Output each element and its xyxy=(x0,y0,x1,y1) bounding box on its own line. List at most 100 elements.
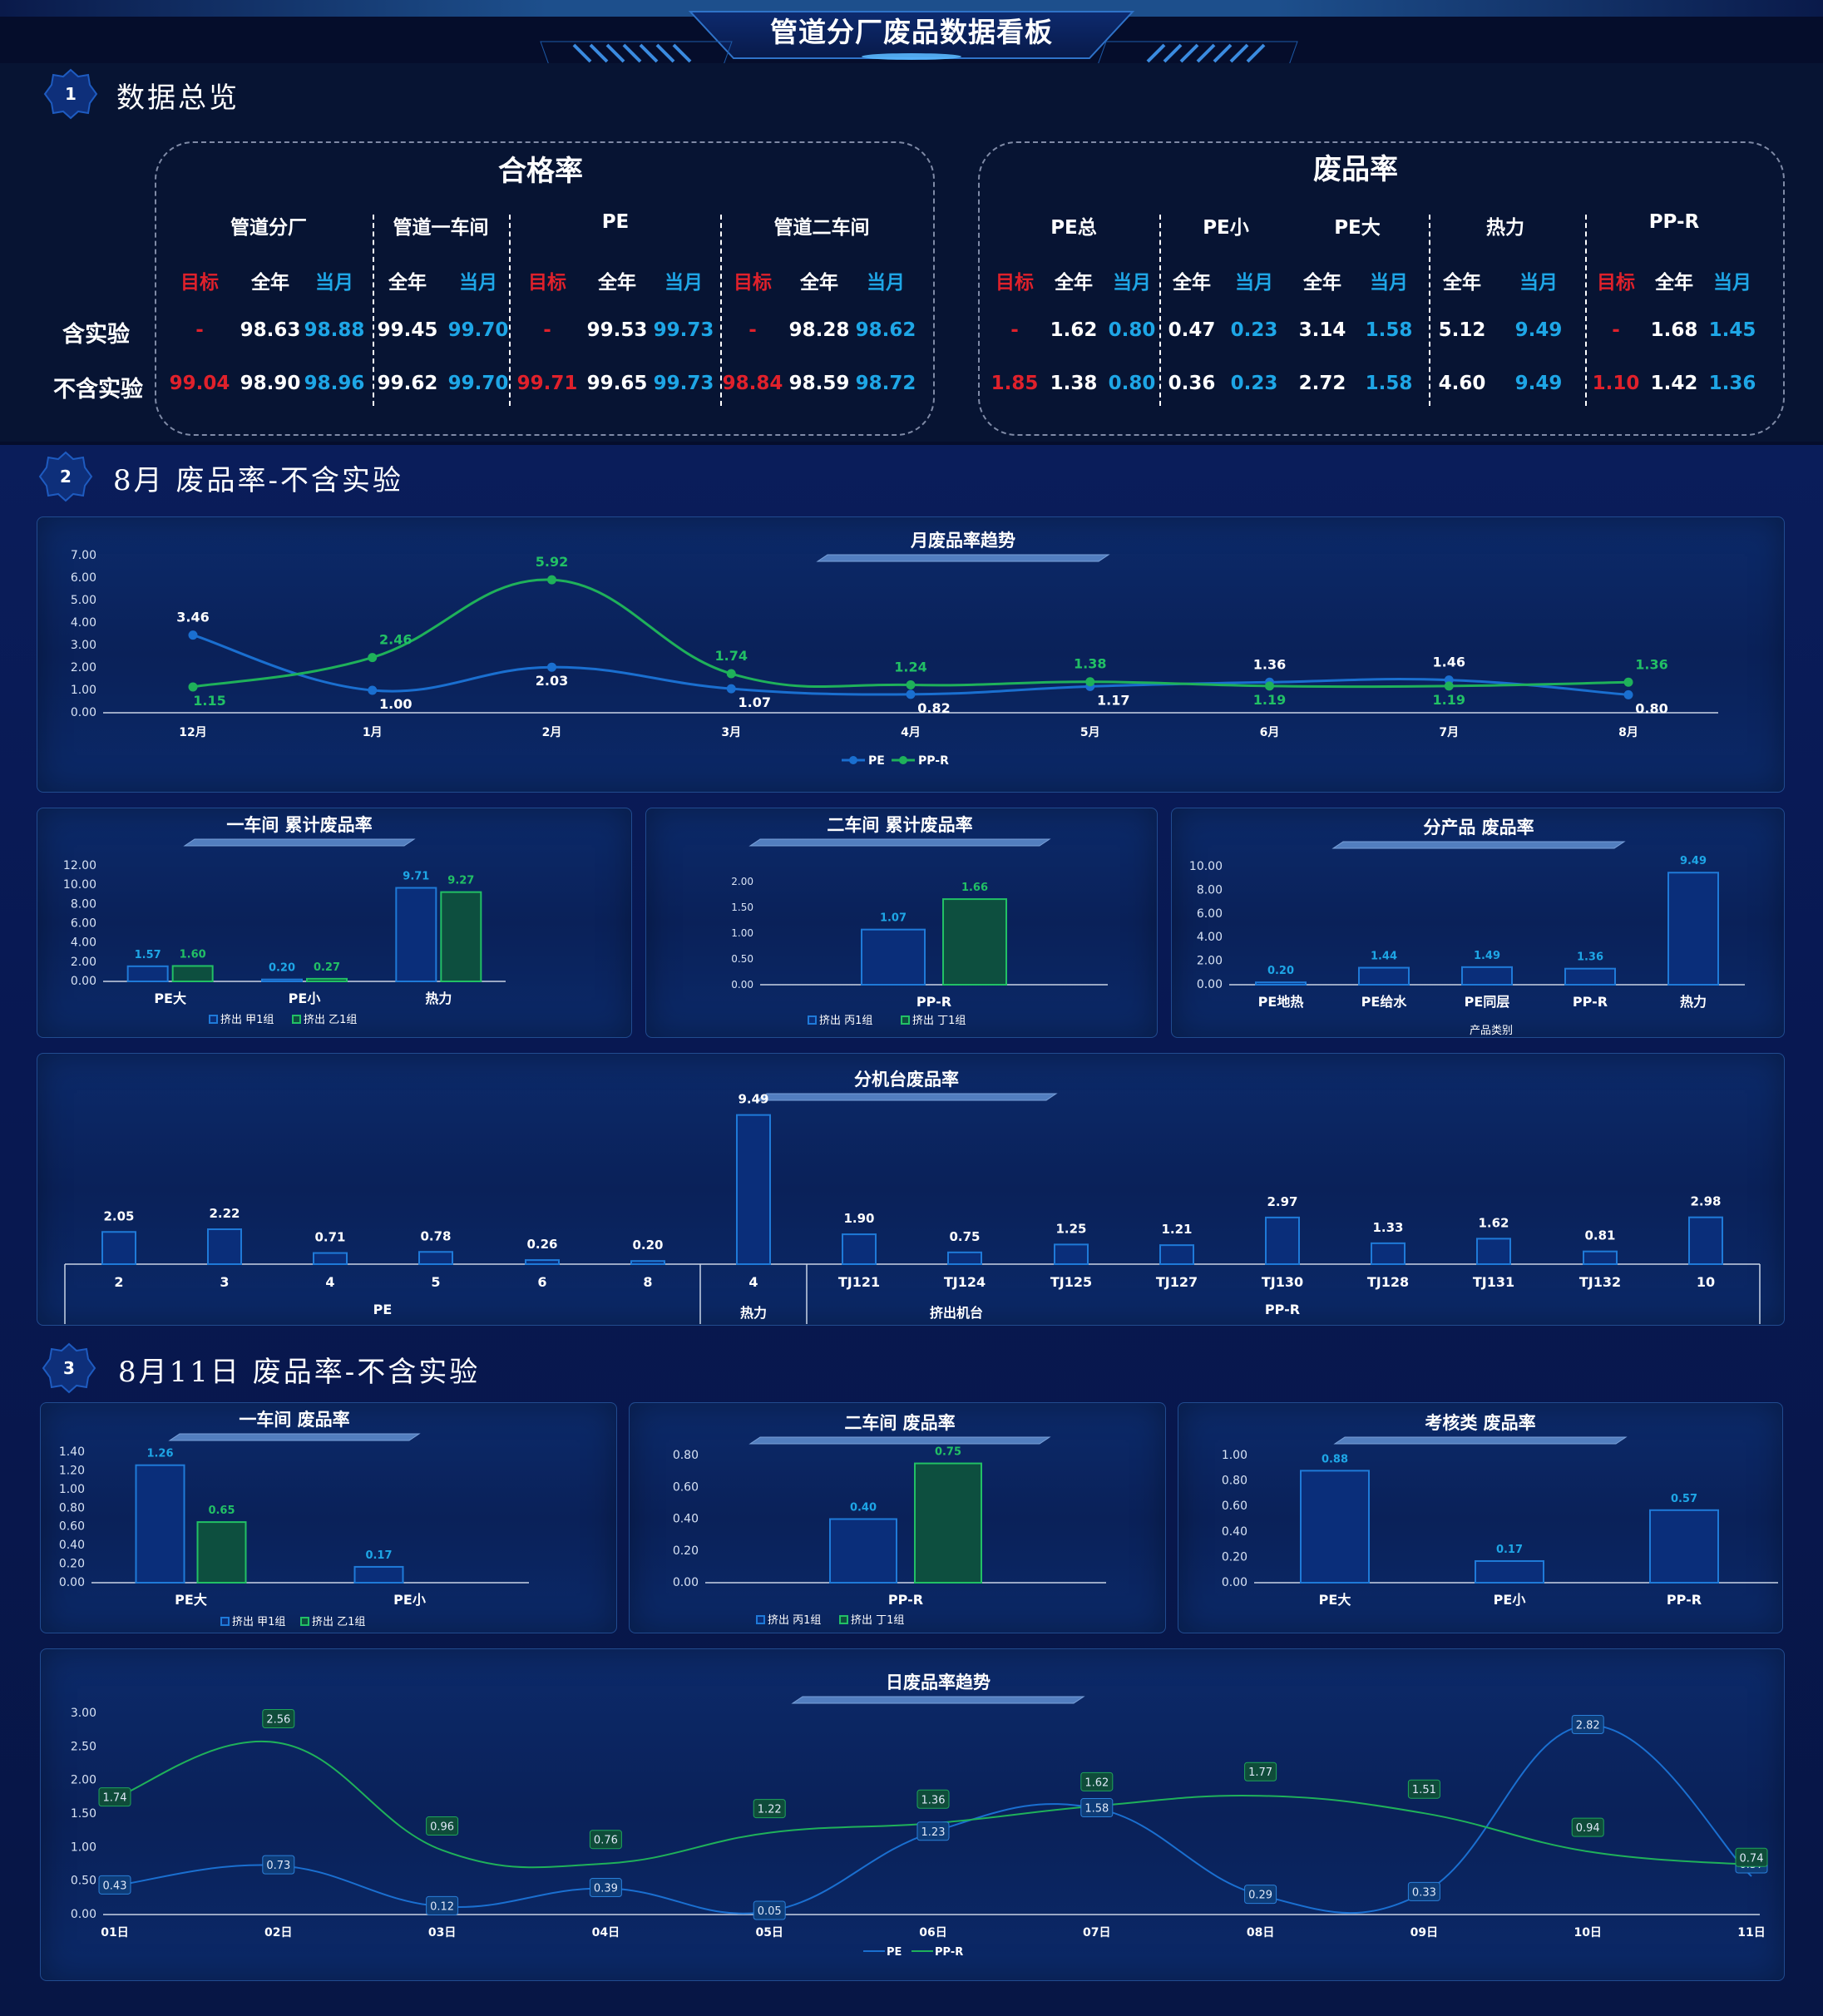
kpi-group-header: 管道分厂 xyxy=(230,217,307,239)
x-tick-label: 8 xyxy=(643,1274,652,1290)
y-tick-label: 8.00 xyxy=(1197,883,1223,897)
kpi-value: 98.96 xyxy=(304,373,365,394)
series-point xyxy=(906,689,916,699)
chart-legend: 挤出 甲1组 挤出 乙1组 xyxy=(209,1014,357,1026)
kpi-value: 98.90 xyxy=(240,373,301,394)
legend-label: PP-R xyxy=(918,754,949,768)
legend-label: PP-R xyxy=(935,1946,963,1959)
y-tick-label: 0.60 xyxy=(1222,1500,1247,1513)
qualified-rate-title: 合格率 xyxy=(498,155,583,188)
kpi-value: 99.45 xyxy=(377,319,438,341)
legend-swatch xyxy=(756,1615,765,1624)
x-tick-label: 热力 xyxy=(425,991,452,1006)
chart-title-underline xyxy=(1331,841,1626,849)
x-tick-label: PE同层 xyxy=(1465,994,1510,1010)
x-tick-label: PP-R xyxy=(916,994,951,1010)
x-tick-label: 10日 xyxy=(1574,1926,1601,1939)
data-tag: 0.05 xyxy=(753,1900,786,1920)
data-tag-box xyxy=(589,1830,622,1850)
title-frame xyxy=(688,11,1135,60)
data-label: 0.74 xyxy=(1740,1852,1764,1865)
y-tick-label: 0.40 xyxy=(673,1513,699,1526)
x-tick-label: 06日 xyxy=(919,1926,946,1939)
data-tag: 0.12 xyxy=(426,1895,459,1915)
bar xyxy=(1564,967,1616,986)
x-tick-label: 07日 xyxy=(1083,1926,1110,1939)
page-title: 管道分厂废品数据看板 xyxy=(770,16,1053,48)
kpi-group-separator xyxy=(1585,215,1587,406)
y-tick-label: 0.00 xyxy=(71,1908,96,1921)
kpi-value: 98.59 xyxy=(788,373,850,394)
data-tag-box xyxy=(1244,1885,1277,1905)
series-point xyxy=(188,630,198,640)
y-tick-label: 0.00 xyxy=(71,975,96,988)
section-badge-3: 3 xyxy=(42,1342,96,1394)
data-label: 0.81 xyxy=(1584,1228,1615,1243)
row-label-with-test: 含实验 xyxy=(62,322,130,348)
kpi-value: 99.70 xyxy=(447,373,509,394)
x-tick-label: PE小 xyxy=(289,991,321,1006)
scrap-rate-box xyxy=(978,141,1785,436)
kpi-value: 98.28 xyxy=(788,319,850,341)
data-label: 0.29 xyxy=(1248,1890,1272,1902)
kpi-value: 1.45 xyxy=(1708,319,1756,341)
legend-label: 挤出 丙1组 xyxy=(819,1015,872,1027)
bar xyxy=(1300,1470,1370,1584)
y-tick-label: 1.00 xyxy=(59,1483,85,1496)
chart-title-group: 分机台废品率 xyxy=(755,1070,1058,1101)
data-label: 0.75 xyxy=(935,1446,961,1459)
x-tick-label: PE小 xyxy=(1494,1592,1526,1608)
kpi-column-header: 当月 xyxy=(459,272,497,294)
x-tick-label: 2月 xyxy=(542,726,562,739)
data-label: 0.20 xyxy=(1267,965,1294,977)
x-tick-label: 02日 xyxy=(264,1926,292,1939)
data-label: 2.82 xyxy=(1576,1720,1600,1732)
kpi-value: 0.80 xyxy=(1108,319,1156,341)
data-tag: 0.29 xyxy=(1244,1885,1277,1905)
bar xyxy=(630,1260,665,1265)
x-tick-label: 11日 xyxy=(1737,1926,1765,1939)
data-label: 0.17 xyxy=(1496,1544,1523,1556)
bar xyxy=(1461,966,1513,986)
chart-title-underline xyxy=(748,1436,1051,1445)
data-label: 0.88 xyxy=(1322,1453,1348,1465)
kpi-group-header: 管道一车间 xyxy=(393,217,489,239)
data-label: 0.17 xyxy=(365,1549,392,1562)
data-tag-box xyxy=(589,1878,622,1898)
y-tick-label: 2.00 xyxy=(71,956,96,969)
legend-swatch xyxy=(292,1015,301,1024)
kpi-column-header: 全年 xyxy=(1055,272,1093,294)
legend-label: 挤出 甲1组 xyxy=(220,1014,274,1026)
bar xyxy=(440,891,482,983)
bar xyxy=(736,1114,771,1266)
chart-title-group: 二车间 累计废品率 xyxy=(748,815,1051,847)
data-label: 1.46 xyxy=(1433,655,1465,670)
bar xyxy=(1688,1216,1723,1265)
kpi-group-header: 管道二车间 xyxy=(773,217,870,239)
data-label: 0.26 xyxy=(526,1237,557,1252)
kpi-value: 5.12 xyxy=(1438,319,1486,341)
section-badge-2: 2 xyxy=(38,451,93,502)
y-tick-label: 1.00 xyxy=(731,927,753,939)
bar xyxy=(171,965,214,983)
legend-label: 挤出 丁1组 xyxy=(851,1614,904,1627)
y-tick-label: 1.50 xyxy=(731,902,753,913)
kpi-value: 1.62 xyxy=(1050,319,1098,341)
data-tag-box xyxy=(1080,1771,1114,1791)
data-tag-box xyxy=(98,1787,131,1807)
data-label: 1.44 xyxy=(1371,951,1397,963)
chart-title-underline xyxy=(183,838,416,847)
chart-title: 二车间 废品率 xyxy=(844,1413,955,1433)
x-group-label: PE xyxy=(373,1302,393,1317)
x-tick-label: TJ131 xyxy=(1473,1274,1514,1290)
data-tag: 1.58 xyxy=(1080,1798,1114,1818)
kpi-column-header: 全年 xyxy=(251,272,289,294)
chart-title-underline xyxy=(748,838,1051,847)
y-tick-label: 8.00 xyxy=(71,897,96,911)
x-tick-label: PE大 xyxy=(1319,1592,1351,1608)
kpi-value: 0.23 xyxy=(1230,319,1278,341)
data-label: 2.46 xyxy=(379,632,412,648)
y-tick-label: 3.00 xyxy=(71,639,96,652)
data-tag-box xyxy=(1735,1847,1768,1867)
kpi-column-header: 目标 xyxy=(734,272,772,294)
